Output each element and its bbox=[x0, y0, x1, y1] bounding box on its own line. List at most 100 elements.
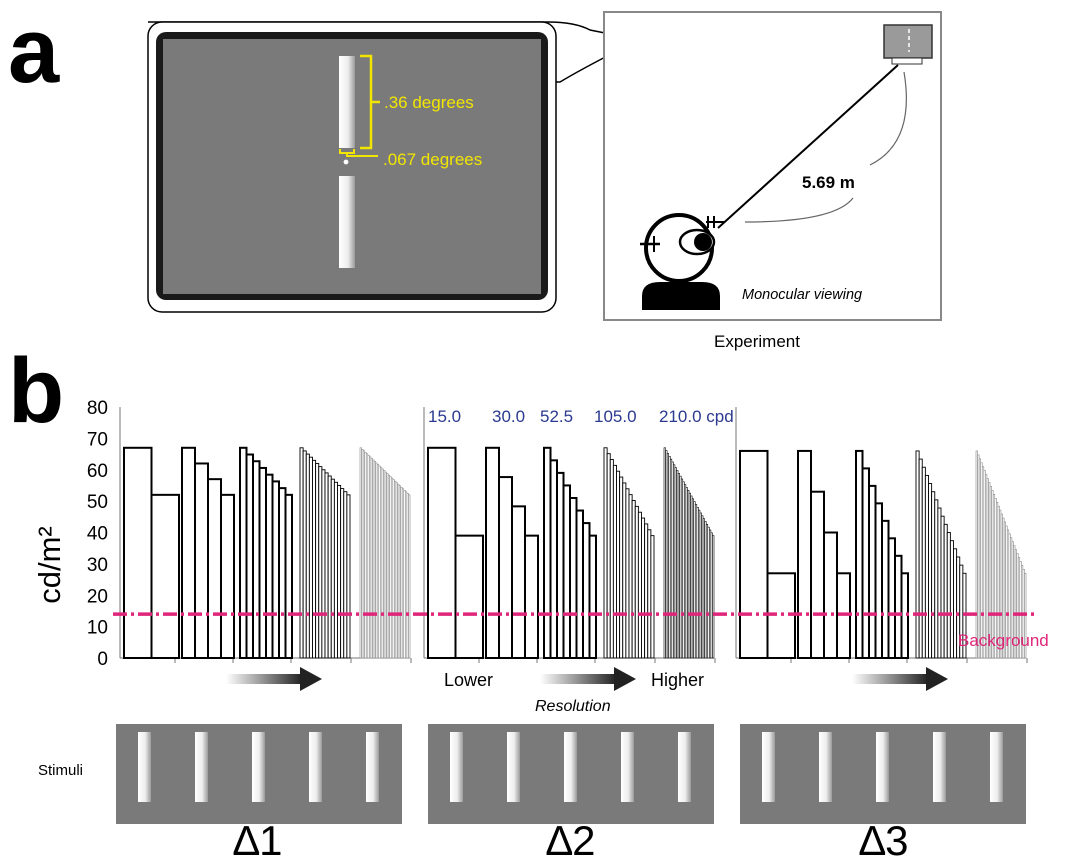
luminance-bar bbox=[647, 529, 652, 659]
fixation-point bbox=[343, 159, 349, 165]
luminance-bar bbox=[327, 475, 332, 659]
y-tick-label: 0 bbox=[97, 649, 108, 670]
frequency-label: 30.0 bbox=[492, 407, 525, 426]
luminance-bar bbox=[712, 535, 715, 659]
y-tick-label: 80 bbox=[87, 398, 108, 419]
luminance-bar bbox=[810, 490, 825, 659]
y-tick-label: 70 bbox=[87, 429, 108, 450]
luminance-bar bbox=[321, 469, 326, 659]
stimulus-bar bbox=[564, 732, 577, 802]
stimulus-bar bbox=[138, 732, 151, 802]
luminance-bar bbox=[324, 472, 329, 659]
luminance-bar bbox=[612, 464, 617, 659]
luminance-bar bbox=[937, 507, 942, 659]
luminance-bar bbox=[915, 450, 920, 659]
stimuli-label: Stimuli bbox=[38, 762, 83, 779]
stimulus-bar bbox=[366, 732, 379, 802]
frequency-label: 105.0 bbox=[594, 407, 637, 426]
luminance-bar bbox=[928, 483, 933, 659]
luminance-bar bbox=[498, 476, 513, 659]
higher-label: Higher bbox=[651, 670, 704, 690]
luminance-bar bbox=[333, 481, 338, 659]
stimulus-bar bbox=[819, 732, 832, 802]
luminance-bar bbox=[619, 476, 624, 659]
luminance-bar bbox=[625, 488, 630, 659]
luminance-bar bbox=[940, 515, 945, 659]
frequency-label: 15.0 bbox=[428, 407, 461, 426]
frequency-label: 210.0 cpd bbox=[659, 407, 734, 426]
lower-bar bbox=[339, 176, 355, 268]
viewing-label: Monocular viewing bbox=[742, 287, 862, 303]
luminance-bar bbox=[337, 484, 342, 659]
resolution-arrows bbox=[226, 667, 948, 691]
luminance-bar bbox=[220, 493, 235, 659]
stimulus-bar bbox=[252, 732, 265, 802]
y-tick-label: 40 bbox=[87, 524, 108, 545]
luminance-bar bbox=[634, 505, 639, 659]
stimulus-bar bbox=[450, 732, 463, 802]
condition-label-1: ∆1 bbox=[233, 817, 282, 860]
luminance-bar bbox=[628, 494, 633, 659]
luminance-bar bbox=[340, 488, 345, 659]
luminance-bar bbox=[924, 474, 929, 659]
luminance-bar bbox=[631, 500, 636, 659]
stimulus-bar bbox=[933, 732, 946, 802]
stimulus-bar bbox=[195, 732, 208, 802]
luminance-bar bbox=[641, 517, 646, 659]
luminance-bar bbox=[284, 493, 293, 659]
luminance-bar bbox=[308, 456, 313, 659]
luminance-bar bbox=[921, 466, 926, 659]
luminance-bar bbox=[603, 447, 608, 659]
bar-height-label: .36 degrees bbox=[384, 93, 474, 112]
gap-bracket bbox=[339, 149, 378, 157]
y-axis-ticks: 80 70 60 50 40 30 20 10 0 bbox=[87, 398, 108, 670]
luminance-bar bbox=[315, 463, 320, 659]
luminance-bar bbox=[934, 499, 939, 659]
projector bbox=[883, 24, 933, 59]
height-bracket bbox=[360, 54, 380, 150]
luminance-bar bbox=[606, 453, 611, 659]
luminance-bar bbox=[485, 446, 500, 659]
luminance-bar bbox=[918, 458, 923, 659]
gap-label: .067 degrees bbox=[383, 150, 482, 169]
background-label: Background bbox=[958, 631, 1049, 650]
stimulus-bar bbox=[678, 732, 691, 802]
stimuli-strips bbox=[116, 724, 1026, 824]
stimulus-bar bbox=[507, 732, 520, 802]
frequency-labels: 15.0 30.0 52.5 105.0 210.0 cpd bbox=[428, 407, 734, 426]
luminance-bar bbox=[454, 534, 484, 660]
luminance-bar bbox=[622, 482, 627, 659]
luminance-bar bbox=[123, 446, 153, 659]
luminance-bar bbox=[207, 478, 222, 659]
luminance-bar bbox=[511, 505, 526, 659]
sight-line bbox=[717, 64, 899, 229]
luminance-bar bbox=[650, 535, 655, 659]
y-tick-label: 60 bbox=[87, 461, 108, 482]
luminance-bar bbox=[299, 447, 304, 659]
luminance-bar bbox=[931, 491, 936, 659]
distance-label: 5.69 m bbox=[802, 173, 855, 192]
luminance-bar bbox=[427, 446, 457, 659]
condition-label-2: ∆2 bbox=[546, 817, 595, 860]
luminance-bar bbox=[637, 511, 642, 659]
luminance-bar bbox=[797, 449, 812, 659]
luminance-bar bbox=[330, 478, 335, 659]
luminance-bar bbox=[312, 459, 317, 659]
luminance-bar bbox=[953, 548, 958, 659]
observer-icon bbox=[640, 213, 724, 310]
stimulus-bar bbox=[762, 732, 775, 802]
luminance-bar bbox=[318, 466, 323, 659]
stimulus-bar bbox=[621, 732, 634, 802]
luminance-bar bbox=[949, 540, 954, 659]
luminance-bar bbox=[150, 493, 180, 659]
luminance-bar bbox=[823, 531, 838, 659]
luminance-bar bbox=[524, 534, 539, 660]
y-tick-label: 20 bbox=[87, 586, 108, 607]
luminance-bar bbox=[408, 494, 411, 659]
luminance-bar bbox=[943, 523, 948, 659]
luminance-bar bbox=[609, 459, 614, 659]
luminance-bar bbox=[181, 446, 196, 659]
panel-b-label: b bbox=[8, 340, 64, 442]
stimulus-bar bbox=[876, 732, 889, 802]
